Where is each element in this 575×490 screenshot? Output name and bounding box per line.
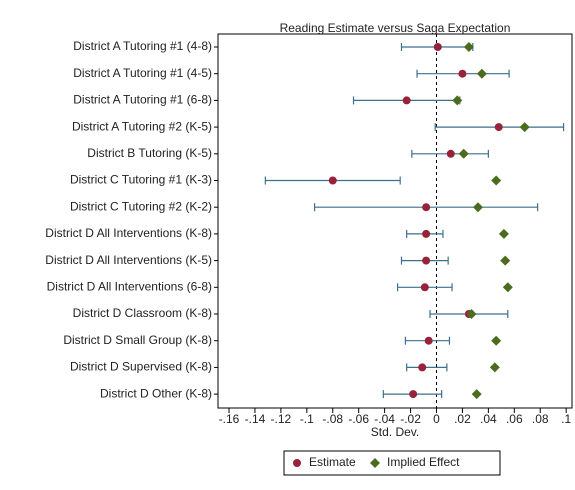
diamond-marker xyxy=(502,282,513,293)
y-tick-label: District C Tutoring #1 (K-3) xyxy=(70,173,212,187)
x-tick-label: .1 xyxy=(561,412,571,426)
y-tick-label: District D Supervised (K-8) xyxy=(70,360,212,374)
x-tick-label: -.02 xyxy=(400,412,421,426)
dot-marker xyxy=(422,256,431,265)
diamond-marker xyxy=(491,175,502,186)
diamond-marker xyxy=(500,255,511,266)
diamond-marker xyxy=(452,95,463,106)
dot-marker xyxy=(424,336,433,345)
dot-marker xyxy=(433,43,442,51)
diamond-marker xyxy=(466,309,477,319)
x-tick-label: -.1 xyxy=(300,412,314,426)
diamond-marker xyxy=(519,122,530,133)
x-tick-label: -.16 xyxy=(219,412,240,426)
dot-marker xyxy=(328,176,337,185)
dot-marker xyxy=(418,363,427,372)
x-tick-label: .04 xyxy=(480,412,497,426)
x-tick-label: -.14 xyxy=(245,412,266,426)
y-tick-label: District A Tutoring #2 (K-5) xyxy=(72,119,212,133)
x-axis-label: Std. Dev. xyxy=(371,425,419,439)
diamond-marker xyxy=(476,68,487,79)
diamond-marker xyxy=(489,362,500,373)
y-tick-label: District B Tutoring (K-5) xyxy=(87,146,212,160)
x-tick-label: -.06 xyxy=(348,412,369,426)
y-tick-label: District C Tutoring #2 (K-2) xyxy=(70,199,212,213)
dot-marker xyxy=(402,96,411,105)
legend-marker xyxy=(293,459,301,467)
legend-marker xyxy=(370,458,380,468)
diamond-marker xyxy=(463,42,474,52)
x-tick-label: -.04 xyxy=(374,412,395,426)
diamond-marker xyxy=(491,335,502,346)
y-tick-label: District D All Interventions (6-8) xyxy=(47,279,212,293)
y-tick-label: District D Small Group (K-8) xyxy=(63,333,212,347)
legend-box xyxy=(283,450,501,476)
x-tick-label: -.08 xyxy=(322,412,343,426)
y-tick-label: District A Tutoring #1 (4-5) xyxy=(73,66,212,80)
dot-marker xyxy=(458,69,467,78)
diamond-marker xyxy=(472,202,483,213)
diamond-marker xyxy=(471,389,482,400)
y-tick-label: District A Tutoring #1 (4-8) xyxy=(73,39,212,53)
diamond-marker xyxy=(458,148,469,159)
x-tick-label: .08 xyxy=(532,412,549,426)
x-tick-label: 0 xyxy=(433,412,440,426)
y-tick-label: District D Classroom (K-8) xyxy=(73,306,212,320)
x-tick-label: .02 xyxy=(454,412,471,426)
dot-marker xyxy=(422,203,431,212)
x-tick-label: .06 xyxy=(506,412,523,426)
dot-marker xyxy=(446,149,455,158)
dot-marker xyxy=(420,283,429,292)
dot-marker xyxy=(422,229,431,238)
plot-frame xyxy=(217,33,573,409)
x-tick-label: -.12 xyxy=(271,412,292,426)
legend-label: Estimate xyxy=(309,455,356,469)
y-tick-label: District A Tutoring #1 (6-8) xyxy=(73,93,212,107)
chart-title: Reading Estimate versus Saga Expectation xyxy=(280,21,511,35)
diamond-marker xyxy=(498,228,509,239)
legend-label: Implied Effect xyxy=(387,455,460,469)
dot-marker xyxy=(494,123,503,132)
dot-marker xyxy=(409,390,418,399)
y-tick-label: District D All Interventions (K-5) xyxy=(45,253,212,267)
y-tick-label: District D All Interventions (K-8) xyxy=(45,226,212,240)
y-tick-label: District D Other (K-8) xyxy=(100,386,212,400)
